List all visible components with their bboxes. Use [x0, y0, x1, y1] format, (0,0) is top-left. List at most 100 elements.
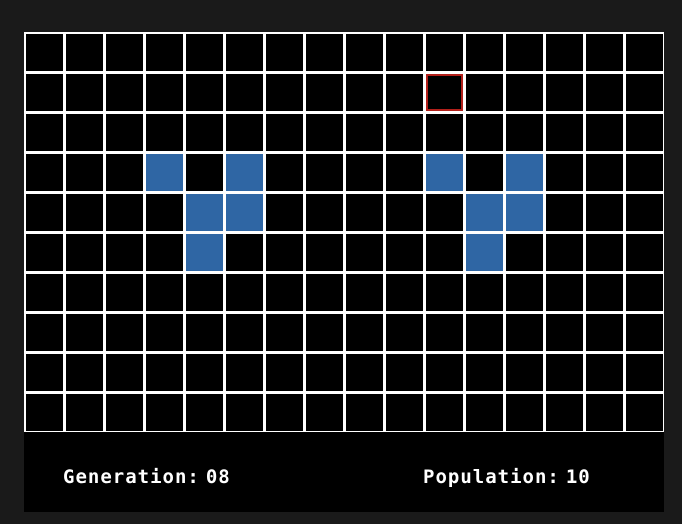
grid-cell[interactable]	[26, 194, 63, 231]
grid-cell[interactable]	[386, 194, 423, 231]
grid-cell[interactable]	[626, 394, 663, 431]
grid-cell[interactable]	[66, 234, 103, 271]
grid-cell[interactable]	[506, 314, 543, 351]
alive-cell[interactable]	[426, 154, 463, 191]
grid-cell[interactable]	[26, 114, 63, 151]
grid-cell[interactable]	[106, 314, 143, 351]
grid-cell[interactable]	[106, 34, 143, 71]
alive-cell[interactable]	[186, 194, 223, 231]
grid-cell[interactable]	[546, 34, 583, 71]
grid-cell[interactable]	[186, 34, 223, 71]
grid-cell[interactable]	[66, 114, 103, 151]
grid-cell[interactable]	[386, 154, 423, 191]
grid-cell[interactable]	[346, 34, 383, 71]
grid-cell[interactable]	[346, 234, 383, 271]
grid-cell[interactable]	[226, 394, 263, 431]
grid-cell[interactable]	[26, 154, 63, 191]
grid-cell[interactable]	[186, 74, 223, 111]
grid-cell[interactable]	[26, 394, 63, 431]
grid-cell[interactable]	[426, 394, 463, 431]
grid-cell[interactable]	[626, 314, 663, 351]
grid-cell[interactable]	[386, 34, 423, 71]
grid-cell[interactable]	[586, 274, 623, 311]
alive-cell[interactable]	[466, 194, 503, 231]
grid-cell[interactable]	[106, 194, 143, 231]
grid-cell[interactable]	[506, 114, 543, 151]
grid-cell[interactable]	[586, 314, 623, 351]
grid-cell[interactable]	[66, 154, 103, 191]
grid-cell[interactable]	[386, 234, 423, 271]
grid-cell[interactable]	[186, 354, 223, 391]
grid-cell[interactable]	[66, 274, 103, 311]
grid-cell[interactable]	[66, 394, 103, 431]
grid-cell[interactable]	[586, 34, 623, 71]
grid-cell[interactable]	[66, 34, 103, 71]
grid-cell[interactable]	[306, 234, 343, 271]
grid-cell[interactable]	[626, 354, 663, 391]
grid-cell[interactable]	[546, 314, 583, 351]
grid-cell[interactable]	[386, 354, 423, 391]
grid-cell[interactable]	[346, 154, 383, 191]
grid-cell[interactable]	[466, 314, 503, 351]
grid-cell[interactable]	[346, 274, 383, 311]
grid-cell[interactable]	[66, 194, 103, 231]
grid-cell[interactable]	[626, 194, 663, 231]
grid-cell[interactable]	[186, 314, 223, 351]
grid-cell[interactable]	[426, 34, 463, 71]
grid-cell[interactable]	[426, 194, 463, 231]
grid-cell[interactable]	[26, 234, 63, 271]
grid-cell[interactable]	[426, 114, 463, 151]
grid-cell[interactable]	[226, 114, 263, 151]
grid-cell[interactable]	[426, 274, 463, 311]
grid-cell[interactable]	[146, 354, 183, 391]
grid-cell[interactable]	[266, 354, 303, 391]
grid-cell[interactable]	[346, 74, 383, 111]
grid-cell[interactable]	[546, 194, 583, 231]
grid-cell[interactable]	[186, 114, 223, 151]
grid-cell[interactable]	[146, 394, 183, 431]
alive-cell[interactable]	[466, 234, 503, 271]
game-board[interactable]	[24, 32, 664, 432]
grid-cell[interactable]	[426, 314, 463, 351]
grid-cell[interactable]	[26, 314, 63, 351]
grid-cell[interactable]	[306, 194, 343, 231]
grid-cell[interactable]	[346, 354, 383, 391]
cursor-cell[interactable]	[426, 74, 463, 111]
grid-cell[interactable]	[266, 274, 303, 311]
grid-cell[interactable]	[546, 274, 583, 311]
grid-cell[interactable]	[26, 274, 63, 311]
grid-cell[interactable]	[426, 354, 463, 391]
grid-cell[interactable]	[546, 154, 583, 191]
grid-cell[interactable]	[146, 314, 183, 351]
grid-cell[interactable]	[506, 274, 543, 311]
grid-cell[interactable]	[626, 34, 663, 71]
grid-cell[interactable]	[106, 394, 143, 431]
alive-cell[interactable]	[186, 234, 223, 271]
grid-cell[interactable]	[226, 274, 263, 311]
grid-cell[interactable]	[546, 354, 583, 391]
grid-cell[interactable]	[506, 234, 543, 271]
grid-cell[interactable]	[466, 114, 503, 151]
grid-cell[interactable]	[386, 314, 423, 351]
alive-cell[interactable]	[506, 194, 543, 231]
alive-cell[interactable]	[146, 154, 183, 191]
grid-cell[interactable]	[266, 194, 303, 231]
grid-cell[interactable]	[66, 354, 103, 391]
grid-cell[interactable]	[306, 394, 343, 431]
grid-cell[interactable]	[626, 154, 663, 191]
alive-cell[interactable]	[506, 154, 543, 191]
grid-cell[interactable]	[586, 394, 623, 431]
grid-cell[interactable]	[386, 114, 423, 151]
grid-cell[interactable]	[226, 234, 263, 271]
grid-cell[interactable]	[586, 114, 623, 151]
grid-cell[interactable]	[346, 314, 383, 351]
grid-cell[interactable]	[226, 34, 263, 71]
grid-cell[interactable]	[466, 34, 503, 71]
grid-cell[interactable]	[586, 234, 623, 271]
grid-cell[interactable]	[466, 394, 503, 431]
grid-cell[interactable]	[306, 354, 343, 391]
grid-cell[interactable]	[466, 154, 503, 191]
grid-cell[interactable]	[146, 274, 183, 311]
grid-cell[interactable]	[506, 354, 543, 391]
alive-cell[interactable]	[226, 194, 263, 231]
